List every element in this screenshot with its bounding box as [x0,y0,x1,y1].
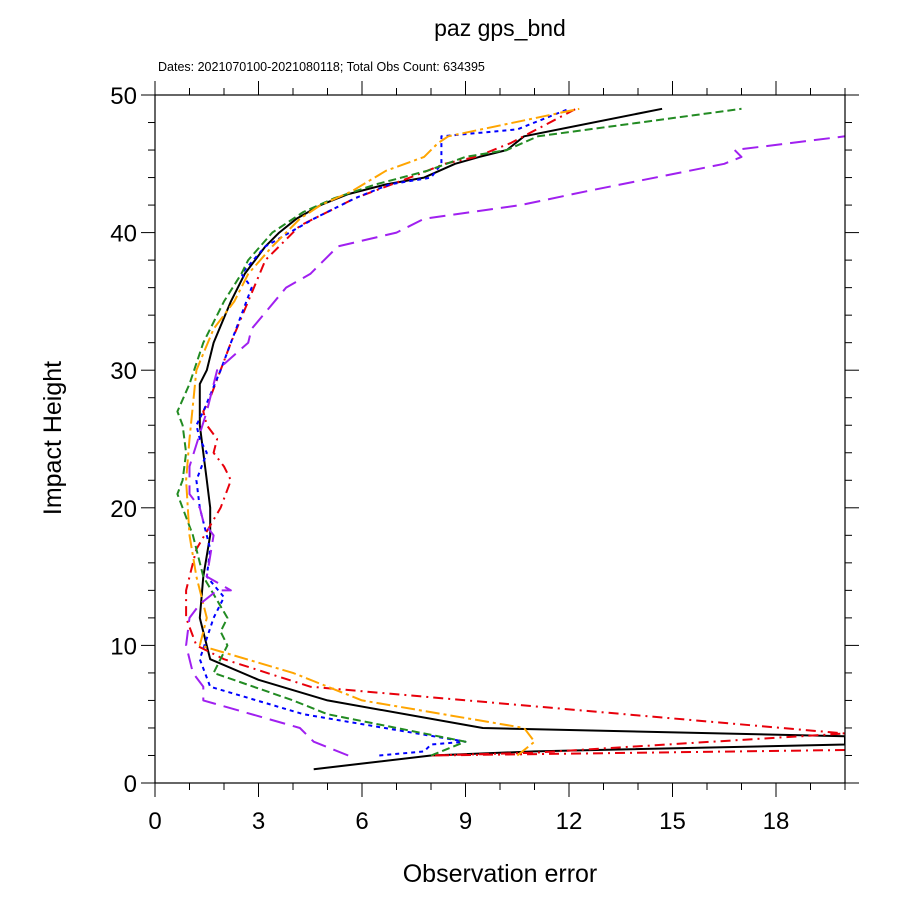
y-axis-label: Impact Height [39,361,67,515]
y-tick-label: 30 [110,358,137,385]
plot-area: 0 3 6 9 12 15 18 0 10 20 30 40 50 [110,81,859,835]
series-line-1 [198,107,845,771]
x-tick-label: 15 [659,808,686,835]
x-tick-label: 3 [252,808,265,835]
y-tick-label: 20 [110,496,137,523]
x-axis-label: Observation error [403,860,598,888]
chart-title: paz gps_bnd [434,15,566,41]
y-tick-label: 10 [110,633,137,660]
series-line-3 [195,107,570,757]
x-tick-label: 6 [355,808,368,835]
series-line-4 [176,107,742,757]
series-line-5 [185,107,580,757]
series-line-6 [185,135,845,757]
chart-subtitle: Dates: 2021070100-2021080118; Total Obs … [158,60,485,74]
y-tick-label: 50 [110,83,137,110]
series-line-2 [185,107,845,757]
x-tick-label: 12 [556,808,583,835]
series-group [176,107,845,771]
y-tick-label: 40 [110,221,137,248]
y-tick-label: 0 [124,771,137,798]
x-tick-label: 18 [763,808,790,835]
x-tick-label: 0 [148,808,161,835]
x-tick-label: 9 [459,808,472,835]
